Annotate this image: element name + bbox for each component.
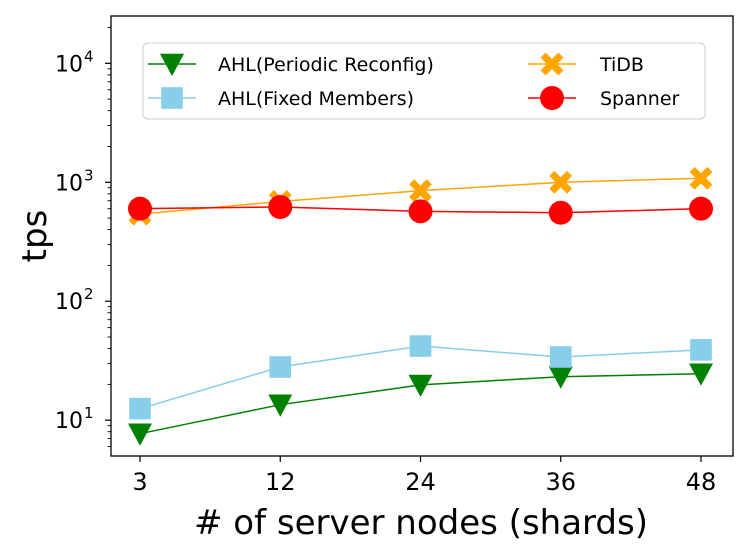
legend-label: AHL(Fixed Members)	[218, 88, 414, 110]
legend-label: AHL(Periodic Reconfig)	[218, 54, 434, 76]
data-point	[689, 196, 713, 221]
data-point	[408, 374, 433, 397]
x-tick-label: 36	[545, 468, 576, 496]
y-tick-label: 10	[55, 409, 83, 434]
data-point	[128, 196, 152, 221]
legend-label: TiDB	[599, 54, 644, 76]
x-tick-label: 12	[265, 468, 296, 496]
data-point	[689, 166, 713, 190]
y-tick-label: 10	[55, 290, 83, 315]
x-axis-label: # of server nodes (shards)	[194, 503, 648, 543]
data-point	[548, 366, 573, 389]
data-point	[548, 200, 573, 225]
data-point	[409, 179, 432, 203]
y-axis-label: tps	[15, 210, 55, 263]
y-tick-exponent: 2	[84, 285, 94, 303]
y-tick-label: 10	[55, 52, 83, 77]
plot-frame	[110, 15, 734, 457]
series-spanner	[128, 194, 713, 225]
legend-marker	[540, 86, 564, 110]
y-tick-exponent: 3	[84, 166, 94, 184]
x-tick-label: 48	[686, 468, 717, 496]
data-point	[549, 170, 573, 194]
series-ahl-periodic-reconfig	[128, 363, 713, 446]
data-point	[409, 335, 432, 357]
legend: AHL(Periodic Reconfig) AHL(Fixed Members)…	[142, 42, 706, 120]
y-tick-label: 10	[55, 171, 83, 196]
series-ahl-fixed-members	[129, 335, 712, 420]
legend-marker	[161, 87, 183, 109]
data-layer	[128, 166, 713, 446]
legend-marker	[540, 52, 564, 76]
legend-frame	[142, 42, 706, 120]
data-point	[689, 363, 713, 386]
data-point	[269, 356, 292, 378]
data-point	[129, 397, 151, 420]
x-tick-label: 3	[132, 468, 147, 496]
data-point	[549, 346, 572, 368]
data-point	[268, 394, 293, 417]
legend-marker	[160, 53, 184, 76]
data-point	[690, 339, 712, 361]
data-point	[408, 199, 433, 224]
data-point	[268, 194, 293, 219]
y-tick-exponent: 4	[84, 47, 94, 65]
y-tick-exponent: 1	[84, 404, 94, 422]
x-tick-label: 24	[405, 468, 436, 496]
legend-label: Spanner	[600, 88, 680, 110]
data-point	[128, 423, 152, 446]
